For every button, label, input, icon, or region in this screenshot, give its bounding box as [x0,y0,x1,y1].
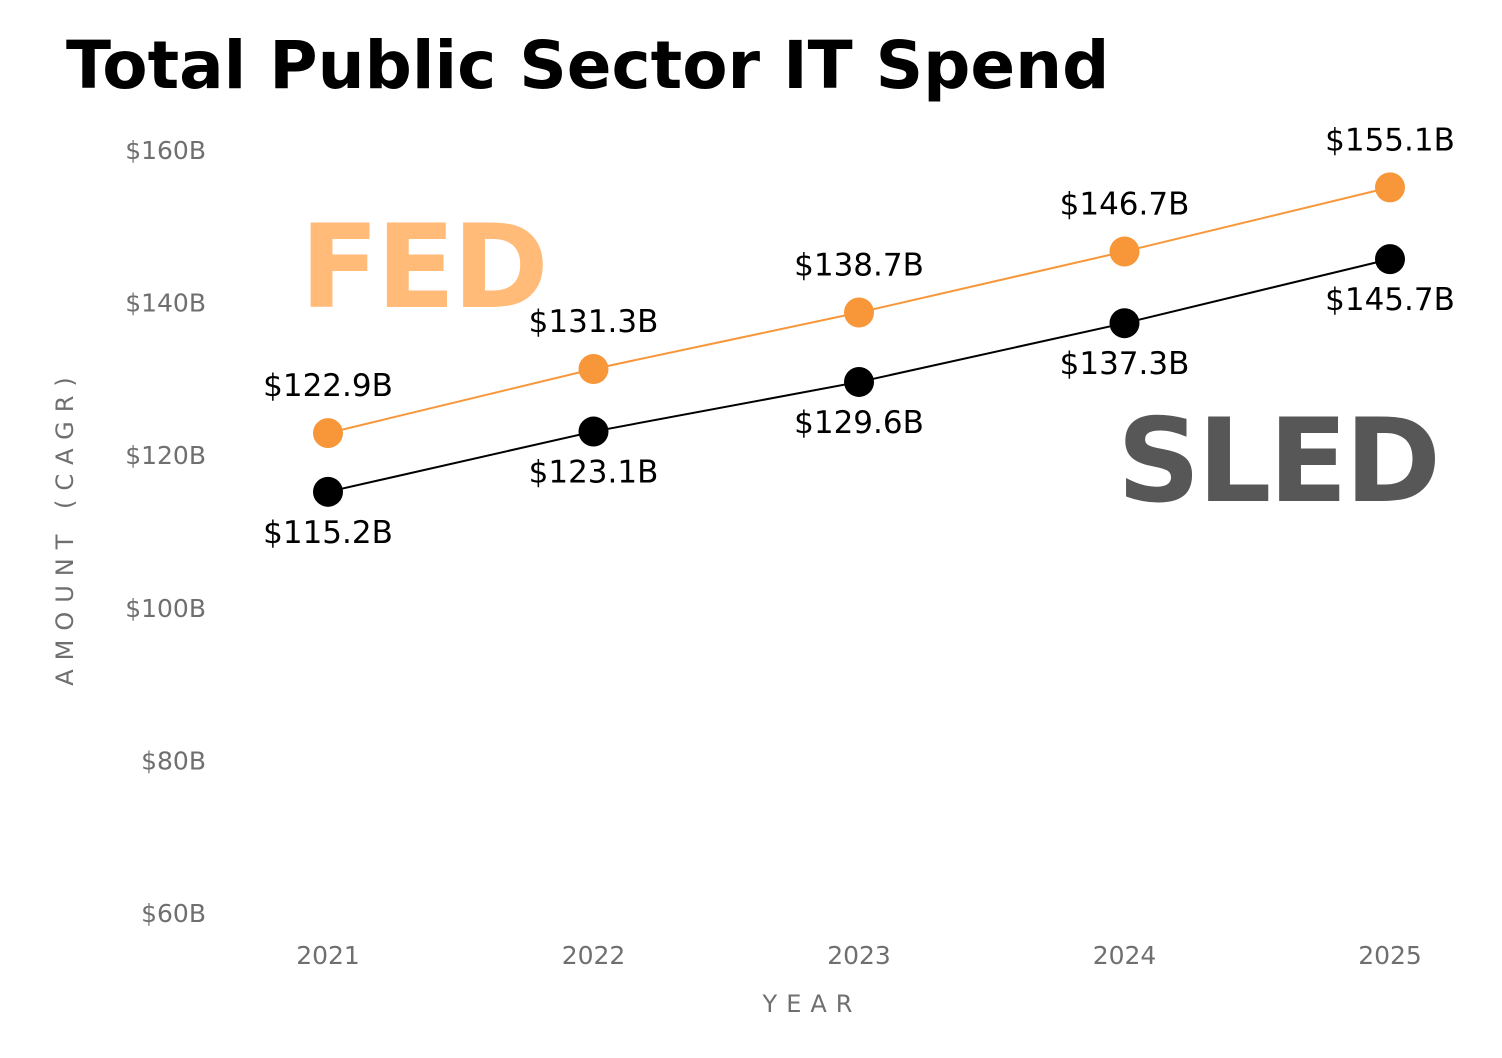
data-point [578,353,609,384]
series-layer: $122.9B $131.3B $138.7B $146.7B $155.1B $115.… [263,122,1455,550]
y-tick-label: $80B [141,746,206,775]
y-tick-label: $160B [125,136,206,165]
data-label: $138.7B [794,248,924,284]
chart-title: Total Public Sector IT Spend [66,27,1109,104]
y-axis: $60B $80B $100B $120B $140B $160B [125,136,206,928]
data-label: $115.2B [263,515,393,551]
data-label: $131.3B [529,304,659,340]
x-axis: 2021 2022 2023 2024 2025 [296,941,1422,970]
data-label: $146.7B [1060,186,1190,222]
x-tick-label: 2022 [562,941,626,970]
y-tick-label: $100B [125,594,206,623]
x-axis-label: YEAR [762,990,862,1018]
y-tick-label: $140B [125,289,206,318]
data-label: $122.9B [263,368,393,404]
data-label: $137.3B [1060,346,1190,382]
x-tick-label: 2023 [827,941,891,970]
data-point [578,416,609,447]
x-tick-label: 2021 [296,941,360,970]
data-label: $155.1B [1325,122,1455,158]
series-sled: $115.2B $123.1B $129.6B $137.3B $145.7B [263,244,1455,551]
x-tick-label: 2025 [1358,941,1422,970]
data-point [1109,236,1140,267]
fed-series-tag: FED [300,200,546,335]
data-point [844,297,874,328]
data-label: $123.1B [529,455,659,491]
data-point [844,366,874,397]
data-point [1109,308,1140,339]
data-point [1375,244,1405,275]
data-point [1375,172,1405,203]
y-tick-label: $60B [141,899,206,928]
series-fed: $122.9B $131.3B $138.7B $146.7B $155.1B [263,122,1455,449]
data-point [313,476,343,507]
data-label: $129.6B [794,405,924,441]
y-tick-label: $120B [125,441,206,470]
sled-series-tag: SLED [1117,394,1438,529]
y-axis-label: AMOUNT (CAGR) [51,368,79,686]
data-label: $145.7B [1325,282,1455,318]
data-point [313,418,343,449]
x-tick-label: 2024 [1093,941,1157,970]
